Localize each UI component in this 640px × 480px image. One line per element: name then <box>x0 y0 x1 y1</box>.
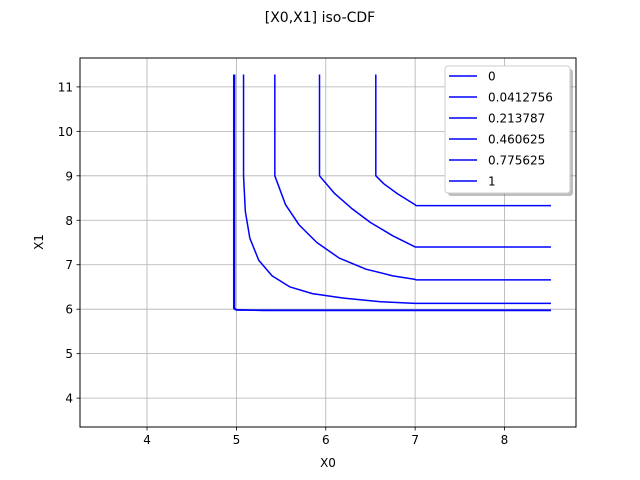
y-axis-label: X1 <box>32 234 46 250</box>
y-axis-ticks: 4 5 6 7 8 9 10 11 <box>58 80 80 406</box>
legend-label: 0.213787 <box>488 112 545 126</box>
legend-label: 0.0412756 <box>488 91 553 105</box>
plot-series <box>232 74 551 312</box>
chart-legend: 0 0.0412756 0.213787 0.460625 0.775625 1 <box>444 65 573 196</box>
x-tick-label: 6 <box>322 433 330 447</box>
y-tick-label: 8 <box>65 214 73 228</box>
y-tick-label: 9 <box>65 169 73 183</box>
series-line <box>375 74 551 207</box>
x-tick-label: 5 <box>233 433 241 447</box>
x-tick-label: 8 <box>501 433 509 447</box>
y-tick-label: 11 <box>58 80 73 94</box>
x-axis-ticks: 4 5 6 7 8 <box>143 427 508 447</box>
series-line <box>242 74 551 305</box>
series-line <box>233 74 551 312</box>
legend-label: 0 <box>488 70 496 84</box>
y-tick-label: 5 <box>65 347 73 361</box>
y-tick-label: 6 <box>65 303 73 317</box>
x-axis-label: X0 <box>320 456 336 470</box>
legend-label: 1 <box>488 175 496 189</box>
y-tick-label: 7 <box>65 258 73 272</box>
x-tick-label: 7 <box>411 433 419 447</box>
y-tick-label: 4 <box>65 392 73 406</box>
plot-area-frame <box>79 57 577 428</box>
series-line <box>274 74 551 281</box>
series-line <box>318 74 551 248</box>
y-tick-label: 10 <box>58 125 73 139</box>
legend-box <box>444 65 571 194</box>
x-tick-label: 4 <box>143 433 151 447</box>
legend-label: 0.775625 <box>488 154 545 168</box>
legend-label: 0.460625 <box>488 133 545 147</box>
chart-title: [X0,X1] iso-CDF <box>265 10 376 26</box>
